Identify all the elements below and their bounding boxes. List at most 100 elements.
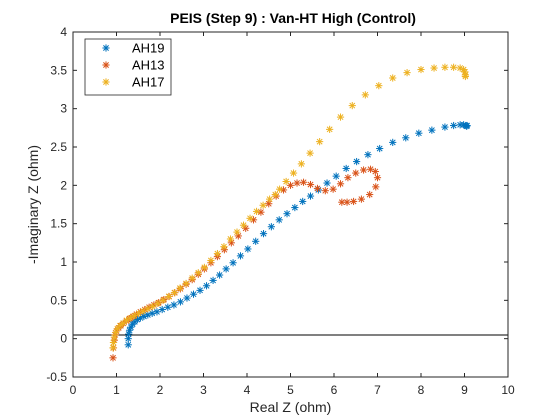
data-point-ah19	[415, 129, 423, 137]
x-axis-label: Real Z (ohm)	[250, 399, 332, 415]
legend-item-ah19: AH19	[102, 41, 165, 56]
data-point-ah19	[389, 138, 397, 146]
data-point-ah19	[323, 179, 331, 187]
x-axis-ticks: 0 1 2 3 4 5 6 7 8 9 10	[70, 32, 515, 397]
y-tick-label: 2	[60, 178, 67, 192]
x-tick-label: 4	[244, 383, 251, 397]
data-point-ah19	[299, 197, 307, 206]
data-point-ah17	[326, 125, 334, 133]
data-point-ah17	[149, 302, 157, 311]
legend-item-ah17: AH17	[102, 75, 165, 90]
data-point-ah19	[209, 276, 217, 284]
data-point-ah13	[329, 185, 337, 193]
data-point-ah17	[233, 228, 241, 236]
legend-label-ah19: AH19	[132, 41, 165, 56]
data-point-ah17	[271, 190, 279, 199]
legend-box	[84, 38, 172, 96]
data-point-ah17	[226, 235, 235, 243]
data-point-ah19	[196, 286, 204, 294]
data-point-ah17	[188, 274, 196, 282]
data-point-ah13	[352, 169, 360, 177]
chart-title: PEIS (Step 9) : Van-HT High (Control)	[170, 10, 416, 26]
data-point-ah17	[259, 201, 267, 209]
x-tick-label: 2	[157, 383, 164, 397]
data-point-ah19	[252, 237, 260, 245]
data-point-ah17	[213, 249, 222, 258]
data-point-ah13	[109, 354, 117, 362]
data-point-ah19	[441, 123, 449, 131]
data-point-ah17	[116, 322, 124, 330]
data-point-ah13	[306, 180, 315, 189]
data-point-ah19	[275, 216, 283, 224]
data-point-ah17	[461, 72, 469, 81]
x-tick-label: 9	[461, 383, 468, 397]
data-point-ah19	[402, 134, 410, 142]
series-ah13	[109, 165, 382, 362]
x-tick-label: 8	[418, 383, 425, 397]
data-point-ah19	[158, 305, 166, 314]
y-axis-ticks: -0.5 0 0.5 1 1.5 2 2.5 3 3.5 4	[46, 25, 508, 384]
data-point-ah19	[267, 223, 275, 231]
y-axis-label: -Imaginary Z (ohm)	[25, 145, 41, 264]
data-point-ah13	[366, 165, 375, 173]
data-point-ah19	[153, 308, 161, 316]
data-point-ah17	[126, 314, 135, 322]
data-point-ah13	[321, 187, 329, 195]
data-point-ah19	[124, 341, 132, 349]
data-point-ah19	[376, 144, 384, 153]
data-point-ah19	[236, 252, 245, 260]
data-point-ah13	[366, 190, 374, 199]
data-point-ah19	[259, 230, 268, 238]
y-tick-label: 1.5	[50, 217, 67, 231]
y-tick-label: 0	[60, 332, 67, 346]
x-tick-label: 3	[200, 383, 207, 397]
x-tick-label: 10	[501, 383, 515, 397]
data-point-ah19	[332, 172, 340, 180]
data-point-ah17	[159, 296, 167, 304]
legend-label-ah17: AH17	[132, 75, 165, 90]
data-point-ah19	[164, 303, 172, 311]
data-point-ah17	[375, 82, 383, 90]
data-point-ah19	[364, 151, 372, 159]
data-point-ah17	[122, 316, 131, 324]
x-tick-label: 0	[70, 383, 77, 397]
x-tick-label: 5	[287, 383, 294, 397]
data-point-ah13	[338, 198, 346, 206]
data-point-ah17	[239, 221, 248, 229]
data-point-ah13	[265, 200, 273, 208]
data-point-ah17	[441, 63, 449, 71]
series-ah17	[109, 63, 469, 352]
legend: AH19 AH13 AH17	[84, 38, 172, 96]
data-point-ah19	[450, 121, 458, 130]
data-point-ah17	[361, 91, 369, 99]
data-point-ah19	[176, 298, 185, 306]
data-point-ah17	[220, 243, 228, 251]
data-point-ah19	[283, 210, 291, 218]
data-point-ah19	[202, 282, 211, 290]
data-point-ah13	[357, 195, 366, 203]
data-point-ah19	[463, 121, 471, 130]
y-tick-label: 3	[60, 102, 67, 116]
data-point-ah17	[110, 333, 118, 341]
data-point-ah17	[165, 292, 173, 301]
data-point-ah19	[306, 192, 315, 200]
data-point-ah13	[344, 174, 352, 182]
data-point-ah17	[154, 299, 162, 307]
data-point-ah17	[182, 279, 190, 288]
data-point-ah17	[246, 214, 254, 222]
y-tick-label: 0.5	[50, 293, 67, 307]
data-point-ah19	[189, 290, 198, 298]
data-point-ah13	[372, 183, 380, 191]
data-point-ah17	[450, 63, 458, 71]
data-point-ah17	[460, 65, 468, 74]
data-point-ah17	[348, 102, 356, 110]
data-point-ah19	[428, 126, 436, 134]
legend-marker-ah17	[102, 78, 110, 86]
data-point-ah19	[170, 301, 178, 309]
data-point-ah17	[109, 344, 117, 352]
y-tick-label: 3.5	[50, 63, 67, 77]
data-point-ah13	[371, 167, 379, 176]
data-point-ah19	[183, 294, 191, 302]
data-point-ah17	[297, 160, 305, 168]
